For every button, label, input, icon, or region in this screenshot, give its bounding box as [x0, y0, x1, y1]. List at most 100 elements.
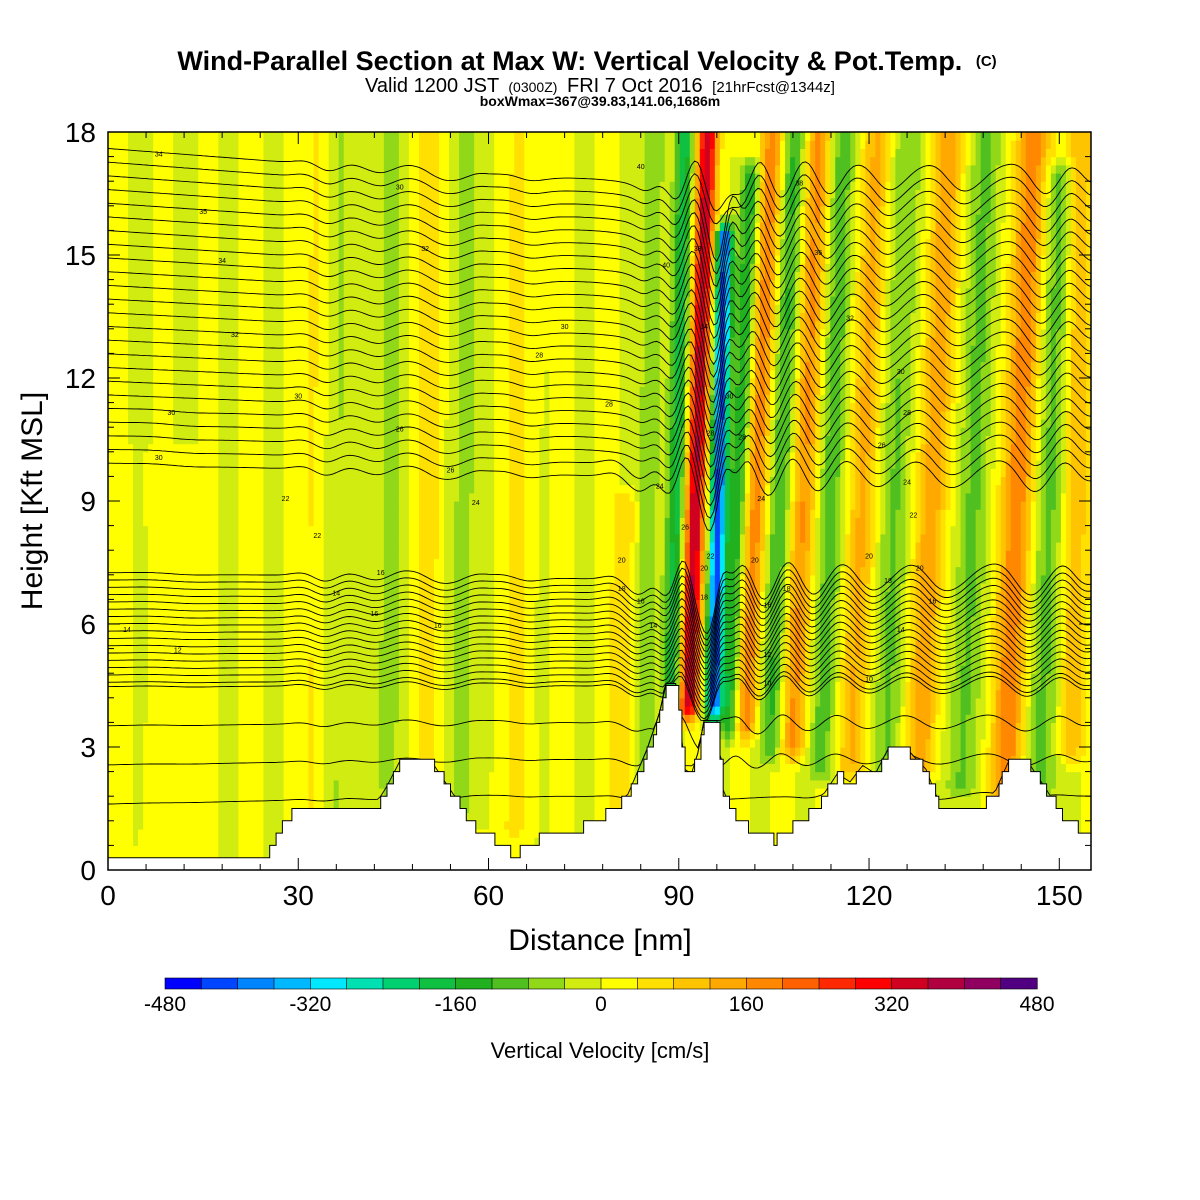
heatmap-cell: [629, 583, 636, 592]
heatmap-cell: [995, 771, 1002, 781]
heatmap-cell: [313, 427, 330, 436]
heatmap-cell: [775, 435, 791, 445]
heatmap-cell: [860, 468, 866, 477]
heatmap-cell: [1050, 542, 1057, 551]
heatmap-cell: [810, 656, 816, 666]
heatmap-cell: [820, 607, 831, 617]
heatmap-cell: [619, 435, 641, 445]
heatmap-cell: [770, 599, 781, 609]
heatmap-cell: [108, 542, 134, 551]
heatmap-cell: [910, 673, 917, 682]
heatmap-cell: [1010, 443, 1027, 453]
heatmap-cell: [709, 591, 716, 600]
heatmap-cell: [810, 533, 816, 543]
heatmap-cell: [995, 451, 1002, 461]
heatmap-cell: [263, 394, 285, 404]
heatmap-cell: [840, 697, 846, 707]
heatmap-cell: [770, 492, 776, 502]
heatmap-cell: [795, 714, 801, 723]
heatmap-cell: [1030, 673, 1042, 682]
heatmap-cell: [398, 665, 410, 674]
heatmap-cell: [1065, 599, 1072, 609]
heatmap-cell: [915, 468, 922, 477]
heatmap-cell: [263, 443, 285, 453]
heatmap-cell: [398, 501, 410, 510]
heatmap-cell: [749, 533, 761, 543]
heatmap-cell: [629, 730, 636, 740]
heatmap-cell: [639, 517, 656, 527]
heatmap-cell: [1000, 583, 1007, 592]
heatmap-cell: [574, 624, 596, 633]
heatmap-cell: [1060, 558, 1067, 568]
heatmap-cell: [679, 525, 686, 535]
heatmap-cell: [920, 468, 927, 477]
heatmap-cell: [1065, 542, 1072, 551]
heatmap-cell: [383, 443, 400, 453]
heatmap-cell: [679, 624, 686, 633]
heatmap-cell: [1085, 501, 1091, 510]
heatmap-cell: [825, 542, 836, 551]
heatmap-cell: [795, 591, 806, 600]
heatmap-cell: [494, 656, 510, 666]
heatmap-cell: [283, 771, 310, 781]
heatmap-cell: [173, 427, 199, 436]
heatmap-cell: [534, 648, 550, 658]
heatmap-cell: [143, 755, 219, 764]
heatmap-cell: [108, 812, 134, 822]
heatmap-cell: [749, 730, 756, 740]
heatmap-cell: [790, 624, 796, 633]
heatmap-cell: [494, 624, 510, 633]
heatmap-cell: [679, 476, 686, 486]
heatmap-cell: [659, 427, 666, 436]
heatmap-cell: [920, 517, 927, 527]
heatmap-cell: [1055, 460, 1062, 469]
heatmap-cell: [985, 689, 992, 699]
heatmap-cell: [1080, 574, 1091, 584]
heatmap-cell: [775, 419, 791, 428]
heatmap-cell: [1055, 706, 1062, 715]
heatmap-cell: [574, 599, 596, 609]
heatmap-cell: [955, 468, 962, 477]
heatmap-cell: [729, 451, 736, 461]
heatmap-cell: [629, 673, 636, 682]
heatmap-cell: [860, 476, 866, 486]
heatmap-cell: [800, 517, 806, 527]
heatmap-cell: [509, 607, 525, 617]
heatmap-cell: [1040, 640, 1052, 650]
heatmap-cell: [744, 509, 751, 518]
heatmap-cell: [634, 689, 641, 699]
heatmap-cell: [1070, 517, 1087, 527]
heatmap-cell: [810, 427, 816, 436]
heatmap-cell: [744, 681, 751, 691]
heatmap-cell: [945, 689, 952, 699]
heatmap-cell: [398, 451, 410, 461]
heatmap-cell: [1000, 550, 1007, 559]
heatmap-cell: [674, 632, 681, 641]
heatmap-cell: [1060, 542, 1067, 551]
heatmap-cell: [860, 410, 871, 420]
heatmap-cell: [629, 492, 636, 502]
heatmap-cell: [408, 492, 420, 502]
heatmap-cell: [990, 402, 997, 412]
heatmap-cell: [795, 632, 801, 641]
heatmap-cell: [1015, 730, 1022, 740]
heatmap-cell: [795, 615, 801, 625]
heatmap-cell: [1045, 451, 1057, 461]
heatmap-cell: [1065, 558, 1072, 568]
heatmap-cell: [915, 681, 932, 691]
heatmap-cell: [724, 591, 736, 600]
heatmap-cell: [950, 451, 957, 461]
heatmap-cell: [985, 640, 992, 650]
heatmap-cell: [283, 648, 325, 658]
heatmap-cell: [218, 648, 239, 658]
heatmap-cell: [1045, 476, 1057, 486]
heatmap-cell: [815, 706, 831, 715]
heatmap-cell: [749, 517, 761, 527]
heatmap-cell: [1070, 533, 1082, 543]
heatmap-cell: [1030, 755, 1037, 764]
heatmap-cell: [850, 591, 856, 600]
heatmap-cell: [1000, 501, 1007, 510]
heatmap-cell: [855, 525, 866, 535]
heatmap-cell: [860, 763, 866, 773]
heatmap-cell: [574, 738, 596, 748]
